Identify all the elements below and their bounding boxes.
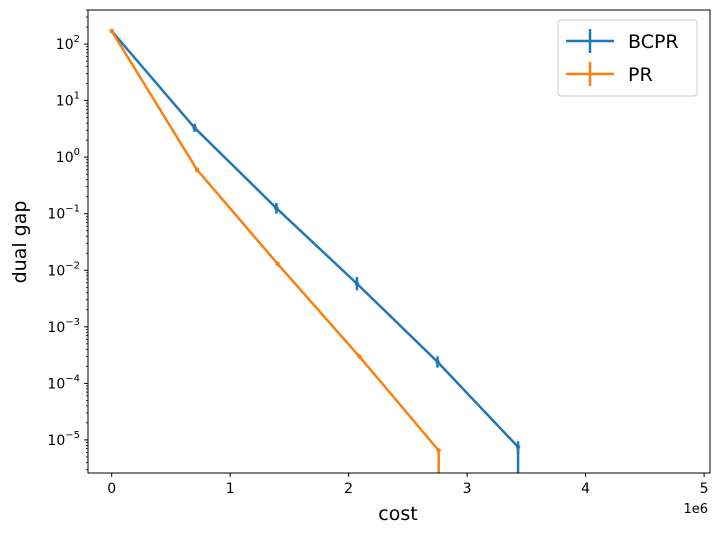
data-point	[274, 206, 279, 211]
y-axis-ticks: 10−5 10−4 10−3 10−2 10−1 100 101 102	[47, 9, 88, 470]
x-offset-label: 1e6	[683, 502, 708, 517]
legend-entry-pr: PR	[566, 62, 653, 86]
series-layer	[109, 28, 521, 473]
y-tick-label: 100	[56, 147, 80, 166]
data-point	[275, 261, 280, 267]
series-line-pr	[110, 30, 440, 452]
y-axis-label: dual gap	[9, 201, 31, 284]
x-tick-label: 1	[226, 481, 235, 497]
x-tick-label: 4	[581, 481, 590, 497]
y-tick-label: 10−5	[47, 430, 80, 449]
y-tick-label: 10−1	[47, 204, 80, 223]
legend-label-bcpr: BCPR	[628, 31, 679, 53]
data-point	[354, 281, 360, 286]
legend: BCPR PR	[557, 19, 698, 97]
data-point	[192, 125, 197, 131]
legend-label-pr: PR	[628, 64, 653, 86]
data-point	[357, 354, 362, 359]
x-tick-label: 3	[463, 481, 472, 497]
data-point	[194, 167, 200, 172]
plot-area	[87, 9, 711, 474]
series-pr	[109, 28, 441, 473]
x-axis-ticks: 0 1 2 3 4 5	[107, 473, 709, 497]
legend-entry-bcpr: BCPR	[566, 29, 679, 53]
y-tick-label: 102	[56, 34, 80, 53]
x-tick-label: 5	[700, 481, 709, 497]
data-point	[109, 28, 114, 34]
x-axis-label: cost	[378, 503, 417, 525]
y-tick-label: 10−2	[47, 260, 80, 279]
y-tick-label: 101	[56, 91, 80, 110]
plot-frame	[87, 9, 711, 474]
legend-frame	[557, 19, 698, 97]
x-tick-label: 0	[107, 481, 116, 497]
series-bcpr	[109, 28, 521, 473]
series-line-bcpr	[110, 30, 520, 448]
x-tick-label: 2	[344, 481, 353, 497]
data-point	[435, 359, 440, 365]
y-tick-label: 10−4	[47, 373, 80, 392]
y-tick-label: 10−3	[47, 317, 80, 336]
